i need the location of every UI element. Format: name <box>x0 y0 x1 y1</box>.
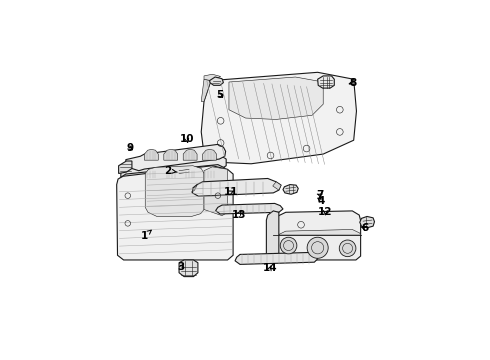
Text: 13: 13 <box>231 210 246 220</box>
Polygon shape <box>204 167 227 216</box>
Polygon shape <box>201 79 211 102</box>
Text: 9: 9 <box>126 143 133 153</box>
Text: 12: 12 <box>318 207 333 217</box>
Polygon shape <box>193 179 281 196</box>
Text: 3: 3 <box>178 262 185 272</box>
Polygon shape <box>177 168 192 176</box>
Polygon shape <box>216 203 283 214</box>
Polygon shape <box>229 77 323 120</box>
Polygon shape <box>145 149 158 160</box>
Polygon shape <box>203 170 217 179</box>
Polygon shape <box>126 144 225 171</box>
Circle shape <box>339 240 356 257</box>
Polygon shape <box>145 170 158 179</box>
Text: 10: 10 <box>179 134 194 144</box>
Polygon shape <box>183 170 197 179</box>
Polygon shape <box>119 161 132 174</box>
Text: 1: 1 <box>141 230 151 241</box>
Polygon shape <box>273 182 281 190</box>
Polygon shape <box>183 149 197 160</box>
Polygon shape <box>210 77 223 85</box>
Polygon shape <box>121 156 226 180</box>
Text: 8: 8 <box>349 77 357 87</box>
Polygon shape <box>204 74 221 81</box>
Polygon shape <box>145 166 204 216</box>
Circle shape <box>307 237 328 258</box>
Text: 11: 11 <box>224 187 239 197</box>
Text: 5: 5 <box>217 90 224 100</box>
Polygon shape <box>360 216 374 228</box>
Polygon shape <box>117 166 233 260</box>
Polygon shape <box>179 260 198 276</box>
Text: 2: 2 <box>164 166 177 176</box>
Polygon shape <box>201 72 356 164</box>
Polygon shape <box>235 252 318 264</box>
Polygon shape <box>283 185 298 194</box>
Text: 14: 14 <box>263 263 277 273</box>
Polygon shape <box>120 165 225 187</box>
Polygon shape <box>267 211 279 261</box>
Text: 7: 7 <box>316 190 323 200</box>
Polygon shape <box>192 185 197 192</box>
Text: 4: 4 <box>318 195 325 206</box>
Polygon shape <box>164 170 178 179</box>
Polygon shape <box>164 149 178 160</box>
Text: 6: 6 <box>361 223 368 233</box>
Polygon shape <box>273 229 361 235</box>
Polygon shape <box>203 149 217 160</box>
Polygon shape <box>273 211 361 260</box>
Circle shape <box>280 237 297 254</box>
Polygon shape <box>318 76 334 88</box>
